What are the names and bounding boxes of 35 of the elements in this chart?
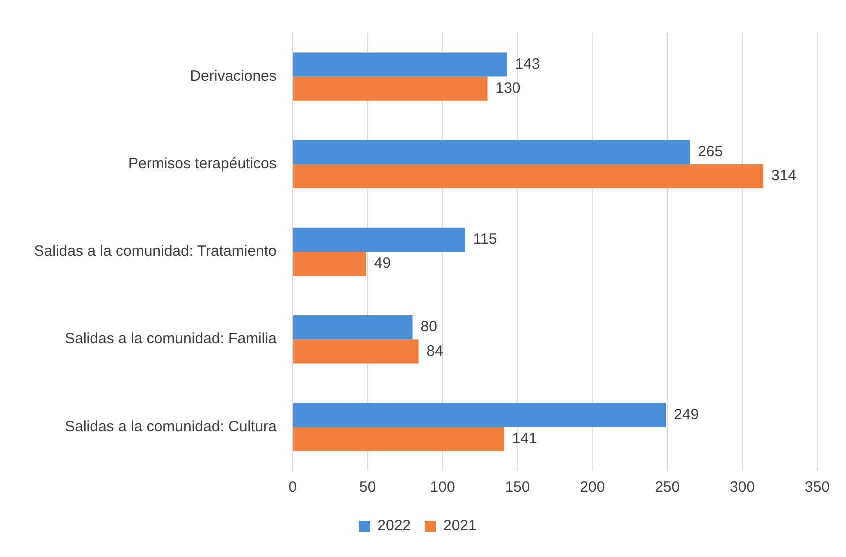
bar bbox=[293, 340, 419, 364]
bar bbox=[293, 427, 504, 452]
x-tick-label: 250 bbox=[655, 479, 680, 496]
bar bbox=[293, 228, 466, 252]
data-label: 49 bbox=[374, 255, 392, 272]
bar bbox=[293, 164, 764, 188]
bar bbox=[293, 316, 413, 340]
data-label: 130 bbox=[496, 80, 521, 97]
data-label: 84 bbox=[426, 342, 444, 360]
data-label: 80 bbox=[420, 318, 438, 336]
y-tick-label: Salidas a la comunidad: Cultura bbox=[65, 418, 278, 436]
y-tick-label: Permisos terapéuticos bbox=[128, 156, 277, 173]
x-tick-label: 100 bbox=[430, 479, 456, 496]
x-tick-label: 50 bbox=[360, 479, 376, 496]
y-tick-label: Salidas a la comunidad: Familia bbox=[65, 330, 278, 348]
bar bbox=[293, 252, 366, 276]
legend-label: 2021 bbox=[444, 518, 477, 535]
x-tick-label: 200 bbox=[580, 479, 606, 496]
data-label: 141 bbox=[512, 430, 538, 448]
bar bbox=[293, 76, 488, 101]
x-tick-label: 350 bbox=[804, 479, 830, 496]
bar bbox=[293, 403, 666, 428]
x-tick-label: 150 bbox=[505, 479, 530, 496]
y-tick-label: Derivaciones bbox=[190, 68, 277, 85]
data-label: 314 bbox=[772, 168, 797, 185]
x-tick-label: 0 bbox=[288, 479, 298, 496]
data-label: 115 bbox=[473, 231, 498, 248]
data-label: 265 bbox=[698, 143, 724, 160]
data-label: 143 bbox=[515, 56, 540, 73]
x-tick-label: 300 bbox=[730, 479, 756, 496]
bar bbox=[293, 140, 690, 164]
y-tick-label: Salidas a la comunidad: Tratamiento bbox=[34, 243, 277, 260]
bar bbox=[293, 52, 508, 77]
legend-label: 2022 bbox=[378, 518, 412, 535]
data-label: 249 bbox=[674, 406, 700, 424]
